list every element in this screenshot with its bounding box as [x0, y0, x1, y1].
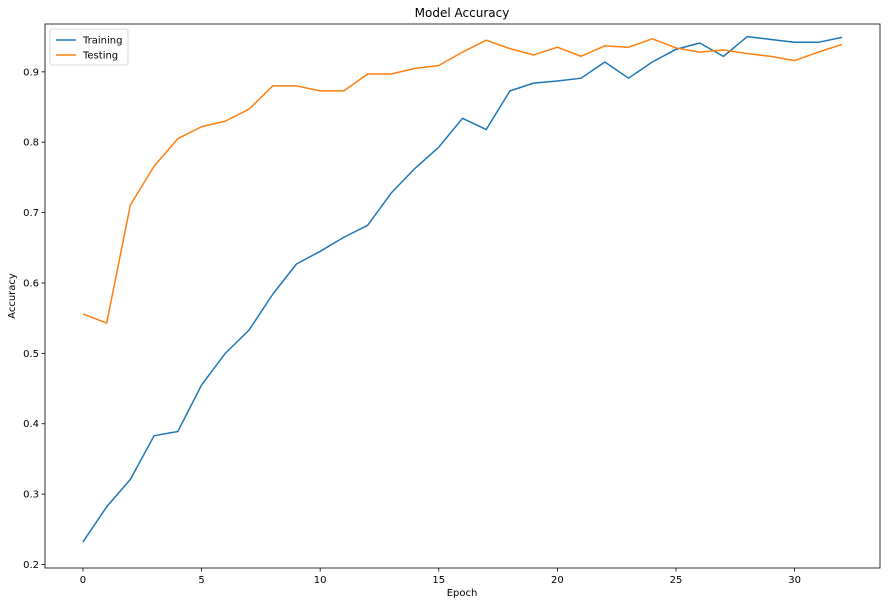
y-axis-label: Accuracy: [7, 273, 18, 319]
legend-label-testing: Testing: [82, 51, 118, 62]
y-tick-label: 0.8: [23, 138, 39, 149]
series-line-training: [82, 35, 843, 543]
legend-box: [49, 28, 129, 66]
x-tick-label: 20: [551, 575, 564, 586]
y-tick-label: 0.3: [23, 490, 39, 501]
y-tick-label: 0.2: [23, 560, 39, 571]
plot-area: 0 5 10 15 20 25 30 0.2 0.3 0.4 0.5 0.6 0.7 0.8 0.9 Trai…: [23, 23, 881, 586]
legend-label-training: Training: [82, 36, 122, 47]
x-tick-label: 10: [314, 575, 327, 586]
y-tick-label: 0.6: [23, 278, 39, 289]
x-axis-label: Epoch: [447, 588, 478, 599]
y-tick-label: 0.7: [23, 208, 39, 219]
x-tick-label: 30: [788, 575, 801, 586]
x-tick-label: 5: [198, 575, 204, 586]
y-tick-label: 0.5: [23, 349, 39, 360]
plot-frame: [44, 23, 881, 569]
x-tick-label: 15: [432, 575, 445, 586]
y-tick-label: 0.4: [23, 419, 39, 430]
x-tick-label: 25: [670, 575, 683, 586]
x-tick-label: 0: [80, 575, 86, 586]
chart-title: Model Accuracy: [415, 6, 510, 20]
series-line-testing: [82, 38, 843, 324]
y-tick-label: 0.9: [23, 67, 39, 78]
